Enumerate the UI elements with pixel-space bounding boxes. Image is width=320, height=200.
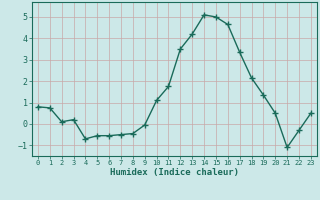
X-axis label: Humidex (Indice chaleur): Humidex (Indice chaleur) [110,168,239,177]
